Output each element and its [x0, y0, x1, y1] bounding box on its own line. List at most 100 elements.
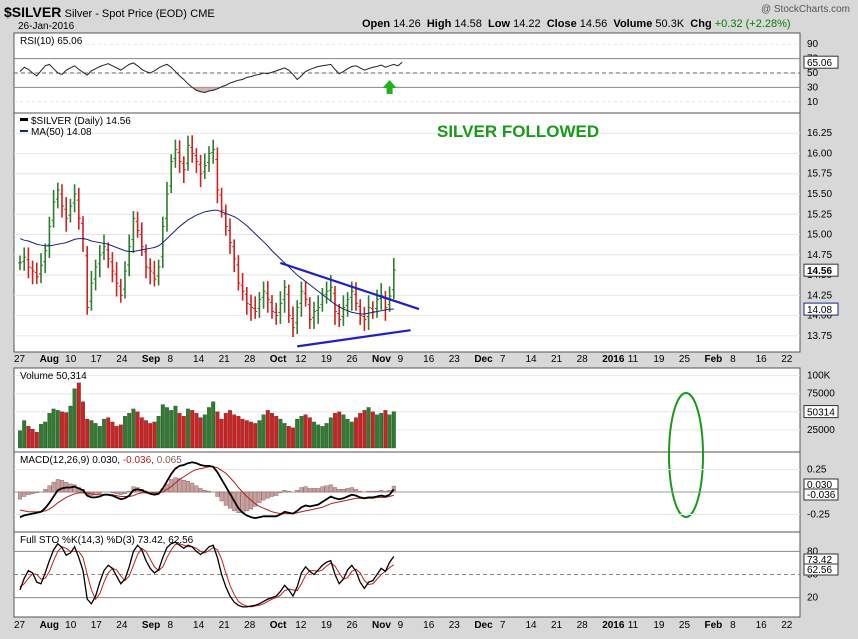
volume-bar [370, 411, 375, 449]
x-axis-lower-label: 9 [398, 620, 404, 631]
volume-bar [379, 413, 384, 449]
exchange-label: CME [190, 8, 215, 20]
macd-histogram-bar [198, 488, 203, 493]
price-tick-label: 16.00 [807, 148, 832, 159]
volume-bar [282, 423, 287, 449]
macd-histogram-bar [72, 484, 77, 493]
volume-bar [152, 421, 157, 449]
volume-bar [312, 421, 316, 449]
volume-bar [387, 414, 392, 449]
volume-bar [383, 410, 388, 449]
volume-bar [47, 413, 52, 449]
volume-bar [68, 405, 73, 449]
volume-bar [127, 413, 132, 449]
volume-bar [223, 413, 228, 449]
stockcharts-brand: @ StockCharts.com [760, 4, 850, 15]
x-axis-lower-label: Oct [270, 620, 287, 631]
volume-bar [286, 426, 291, 449]
volume-bar [261, 414, 266, 449]
x-axis-lower-label: 2016 [602, 620, 625, 631]
volume-tick-label: 100K [807, 371, 831, 382]
x-axis-lower-label: 17 [91, 620, 103, 631]
symbol-title: $SILVER [4, 4, 62, 20]
macd-histogram-bar [43, 489, 48, 493]
volume-bar [177, 413, 182, 449]
x-axis-upper-label: 27 [14, 354, 26, 365]
volume-bar [165, 407, 169, 449]
volume-bar [156, 416, 161, 449]
x-axis-lower-label: Aug [40, 620, 59, 631]
price-last-label: 14.56 [807, 266, 832, 277]
volume-bar [114, 426, 119, 449]
macd-histogram-bar [173, 477, 178, 493]
sto-last-label: 62.56 [807, 565, 832, 576]
macd-tick-label: 0.25 [807, 465, 827, 476]
volume-bar [295, 418, 300, 449]
macd-histogram-bar [391, 485, 396, 493]
volume-bar [64, 412, 69, 449]
macd-histogram-bar [26, 491, 31, 495]
x-axis-lower-label: 10 [65, 620, 77, 631]
volume-bar [278, 418, 283, 449]
volume-bar [106, 417, 111, 449]
volume-bar [232, 414, 237, 449]
ohlc-readout: Open 14.26 High 14.58 Low 14.22 Close 14… [362, 18, 791, 30]
volume-bar [144, 420, 148, 449]
macd-histogram-bar [265, 491, 270, 499]
x-axis-upper-label: 2016 [602, 354, 625, 365]
volume-bar [211, 401, 216, 449]
macd-histogram-bar [375, 490, 380, 493]
green-up-arrow-icon [382, 80, 397, 94]
x-axis-upper-label: 26 [346, 354, 358, 365]
macd-histogram-bar [312, 488, 317, 493]
volume-bar [316, 424, 321, 449]
macd-histogram-bar [274, 491, 279, 496]
volume-tick-label: 75000 [807, 389, 835, 400]
macd-histogram-bar [215, 491, 220, 497]
macd-histogram-bar [349, 487, 354, 493]
volume-value: 50.3K [655, 18, 685, 30]
sto-k-line [19, 541, 395, 608]
sto-last-box [803, 563, 839, 576]
macd-histogram-bar [51, 481, 56, 493]
macd-histogram-bar [97, 491, 102, 494]
macd-histogram-bar [114, 491, 119, 494]
x-axis-lower-label: 27 [14, 620, 26, 631]
macd-histogram-bar [227, 491, 232, 509]
macd-panel: 0.25 -0.25 MACD(12,26,9) 0.030, -0.036, 0.… [14, 455, 839, 521]
x-axis-lower-label: 24 [116, 620, 128, 631]
x-axis-lower-label: 8 [167, 620, 173, 631]
volume-bar [102, 418, 106, 449]
x-axis-lower-label: 16 [756, 620, 768, 631]
volume-bar [131, 408, 136, 449]
chart-header: $SILVER Silver - Spot Price (EOD) CME [4, 4, 215, 20]
macd-histogram-bar [337, 489, 342, 493]
volume-bar [173, 405, 178, 449]
volume-bar [76, 382, 81, 449]
volume-bar [148, 423, 153, 449]
volume-bar [244, 420, 249, 449]
macd-histogram-bar [190, 482, 195, 493]
volume-bar [299, 416, 304, 449]
volume-bar [320, 426, 325, 449]
volume-bar [228, 410, 232, 449]
volume-bar [39, 423, 43, 449]
volume-label: Volume [613, 18, 653, 30]
volume-bar [240, 418, 245, 449]
macd-histogram-bar [370, 490, 375, 493]
price-tick-label: 15.00 [807, 230, 832, 241]
x-axis-lower-label: 11 [628, 620, 639, 631]
volume-bar [160, 404, 165, 449]
high-value: 14.58 [454, 18, 482, 30]
volume-bar [202, 414, 207, 449]
volume-bar [186, 408, 190, 449]
volume-bar [198, 417, 203, 449]
volume-last-label: 50314 [807, 408, 835, 419]
x-axis-upper-label: 8 [167, 354, 173, 365]
rsi-tick-label: 50 [807, 68, 819, 79]
ma-last-label: 14.08 [807, 305, 832, 316]
volume-bar [274, 416, 279, 449]
macd-histogram-bar [320, 486, 325, 493]
